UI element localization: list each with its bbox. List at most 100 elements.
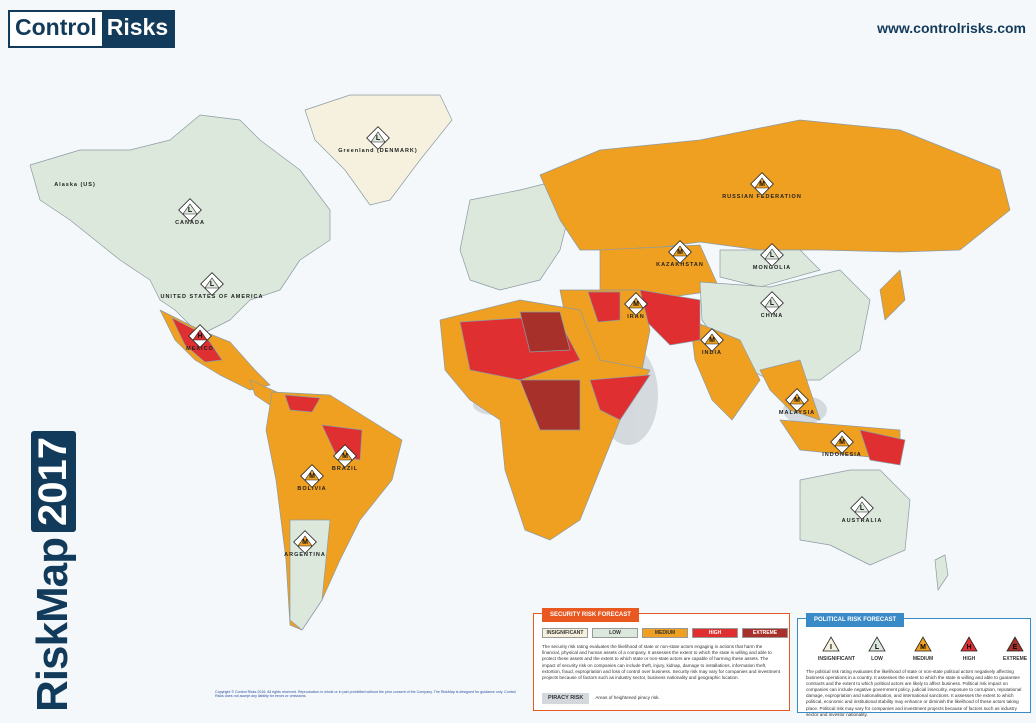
level-name: MEDIUM	[912, 655, 934, 662]
level-icon: M	[914, 636, 932, 652]
country-label: MONGOLIA	[753, 265, 791, 271]
risk-icon-fill	[304, 469, 320, 481]
level-name: LOW	[871, 655, 883, 662]
level-letter: L	[875, 644, 880, 651]
legend-description: The security risk rating evaluates the l…	[542, 644, 780, 680]
legend-level: HIGH	[692, 628, 738, 638]
country-label: KAZAKHSTAN	[656, 262, 704, 268]
country-label: INDIA	[702, 350, 722, 356]
security-swatches: INSIGNIFICANT LOW MEDIUM HIGH EXTREME	[542, 628, 789, 638]
risk-letter: L	[210, 281, 215, 288]
risk-letter: M	[839, 439, 845, 446]
country-label: Greenland (DENMARK)	[338, 148, 418, 154]
legend-level: LOW	[592, 628, 638, 638]
risk-letter: M	[633, 301, 639, 308]
country-label: IRAN	[627, 314, 644, 320]
country-label: MALAYSIA	[779, 410, 815, 416]
level-icon-shape	[868, 636, 886, 652]
risk-icon-fill	[704, 333, 720, 345]
risk-icon-fill	[182, 203, 198, 215]
risk-letter: L	[860, 505, 865, 512]
country-label: CHINA	[761, 313, 783, 319]
risk-letter: M	[302, 539, 308, 546]
level-icon-shape	[822, 636, 840, 652]
risk-icon-fill	[764, 248, 780, 260]
risk-letter: M	[709, 337, 715, 344]
level-letter: E	[1013, 644, 1018, 651]
piracy-text: Areas of heightened piracy risk.	[595, 695, 660, 701]
logo-left: Control	[10, 12, 102, 46]
country-label: BRAZIL	[332, 466, 358, 472]
title-year: 2017	[30, 431, 76, 533]
country-label: RUSSIAN FEDERATION	[722, 194, 802, 200]
level-icon-shape	[914, 636, 932, 652]
title: RiskMap 2017	[28, 431, 78, 712]
level-name: HIGH	[962, 655, 976, 662]
level-name: INSIGNIFICANT	[818, 655, 855, 662]
legend-description: The political risk rating evaluates the …	[806, 668, 1022, 717]
risk-letter: M	[794, 397, 800, 404]
country-label: CANADA	[175, 220, 205, 226]
legend-level: M MEDIUM	[910, 635, 936, 663]
risk-letter: M	[677, 249, 683, 256]
legend-level: MEDIUM	[642, 628, 688, 638]
level-letter: M	[920, 644, 926, 651]
legend-level: I INSIGNIFICANT	[818, 635, 855, 663]
legend-title: SECURITY RISK FORECAST	[542, 608, 639, 623]
level-icon: E	[1006, 636, 1024, 652]
level-icon: H	[960, 636, 978, 652]
risk-letter: L	[376, 135, 381, 142]
level-letter: I	[830, 644, 832, 651]
landmasses	[29, 94, 1011, 631]
risk-letter: L	[188, 207, 193, 214]
risk-icon-fill	[834, 435, 850, 447]
level-icon-shape	[960, 636, 978, 652]
footer: Copyright © Control Risks 2016. All righ…	[215, 690, 516, 698]
level-icon: L	[868, 636, 886, 652]
risk-letter: H	[197, 333, 202, 340]
website-url[interactable]: www.controlrisks.com	[877, 20, 1026, 36]
risk-letter: M	[342, 453, 348, 460]
country-label: INDONESIA	[822, 452, 862, 458]
risk-icon-fill	[672, 245, 688, 257]
legend-level: EXTREME	[742, 628, 788, 638]
risk-letter: L	[770, 252, 775, 259]
country-labels: Greenland (DENMARK) L Alaska (US) CANADA L UN…	[54, 126, 883, 558]
country-label: MEXICO	[186, 346, 214, 352]
security-legend: SECURITY RISK FORECAST INSIGNIFICANT LOW M…	[533, 608, 790, 711]
piracy-label: PIRACY RISK	[542, 692, 590, 704]
legend-level: E EXTREME	[1002, 635, 1028, 663]
legend-title: POLITICAL RISK FORECAST	[806, 613, 905, 628]
logo-right: Risks	[101, 12, 174, 46]
legend-level: H HIGH	[956, 635, 982, 663]
risk-letter: L	[770, 300, 775, 307]
logo: Control Risks	[8, 10, 176, 48]
legend-level: L LOW	[864, 635, 890, 663]
political-legend: POLITICAL RISK FORECAST I INSIGNIFICANT L L…	[797, 613, 1031, 717]
country-label: AUSTRALIA	[842, 518, 883, 524]
risk-icon-fill	[370, 131, 386, 143]
risk-icon-fill	[754, 177, 770, 189]
risk-icon-fill	[204, 277, 220, 289]
risk-icon-fill	[337, 449, 353, 461]
country-label: BOLIVIA	[297, 486, 326, 492]
legend-level: INSIGNIFICANT	[542, 628, 588, 638]
risk-icon-fill	[854, 501, 870, 513]
title-name: RiskMap	[28, 538, 77, 712]
risk-letter: M	[309, 473, 315, 480]
political-icons: I INSIGNIFICANT L LOW M MEDIUM H HIGH E EXTREME	[818, 635, 1030, 663]
risk-icon-fill	[297, 535, 313, 547]
level-icon-shape	[1006, 636, 1024, 652]
country-label: UNITED STATES OF AMERICA	[160, 294, 263, 300]
level-name: EXTREME	[1002, 655, 1028, 662]
risk-icon-fill	[764, 296, 780, 308]
level-letter: H	[966, 644, 971, 651]
risk-letter: M	[759, 181, 765, 188]
piracy-key: PIRACY RISK Areas of heightened piracy r…	[542, 692, 660, 704]
country-label: Alaska (US)	[54, 182, 96, 188]
risk-icon-fill	[628, 297, 644, 309]
level-icon: I	[822, 636, 840, 652]
risk-icon-fill	[789, 393, 805, 405]
